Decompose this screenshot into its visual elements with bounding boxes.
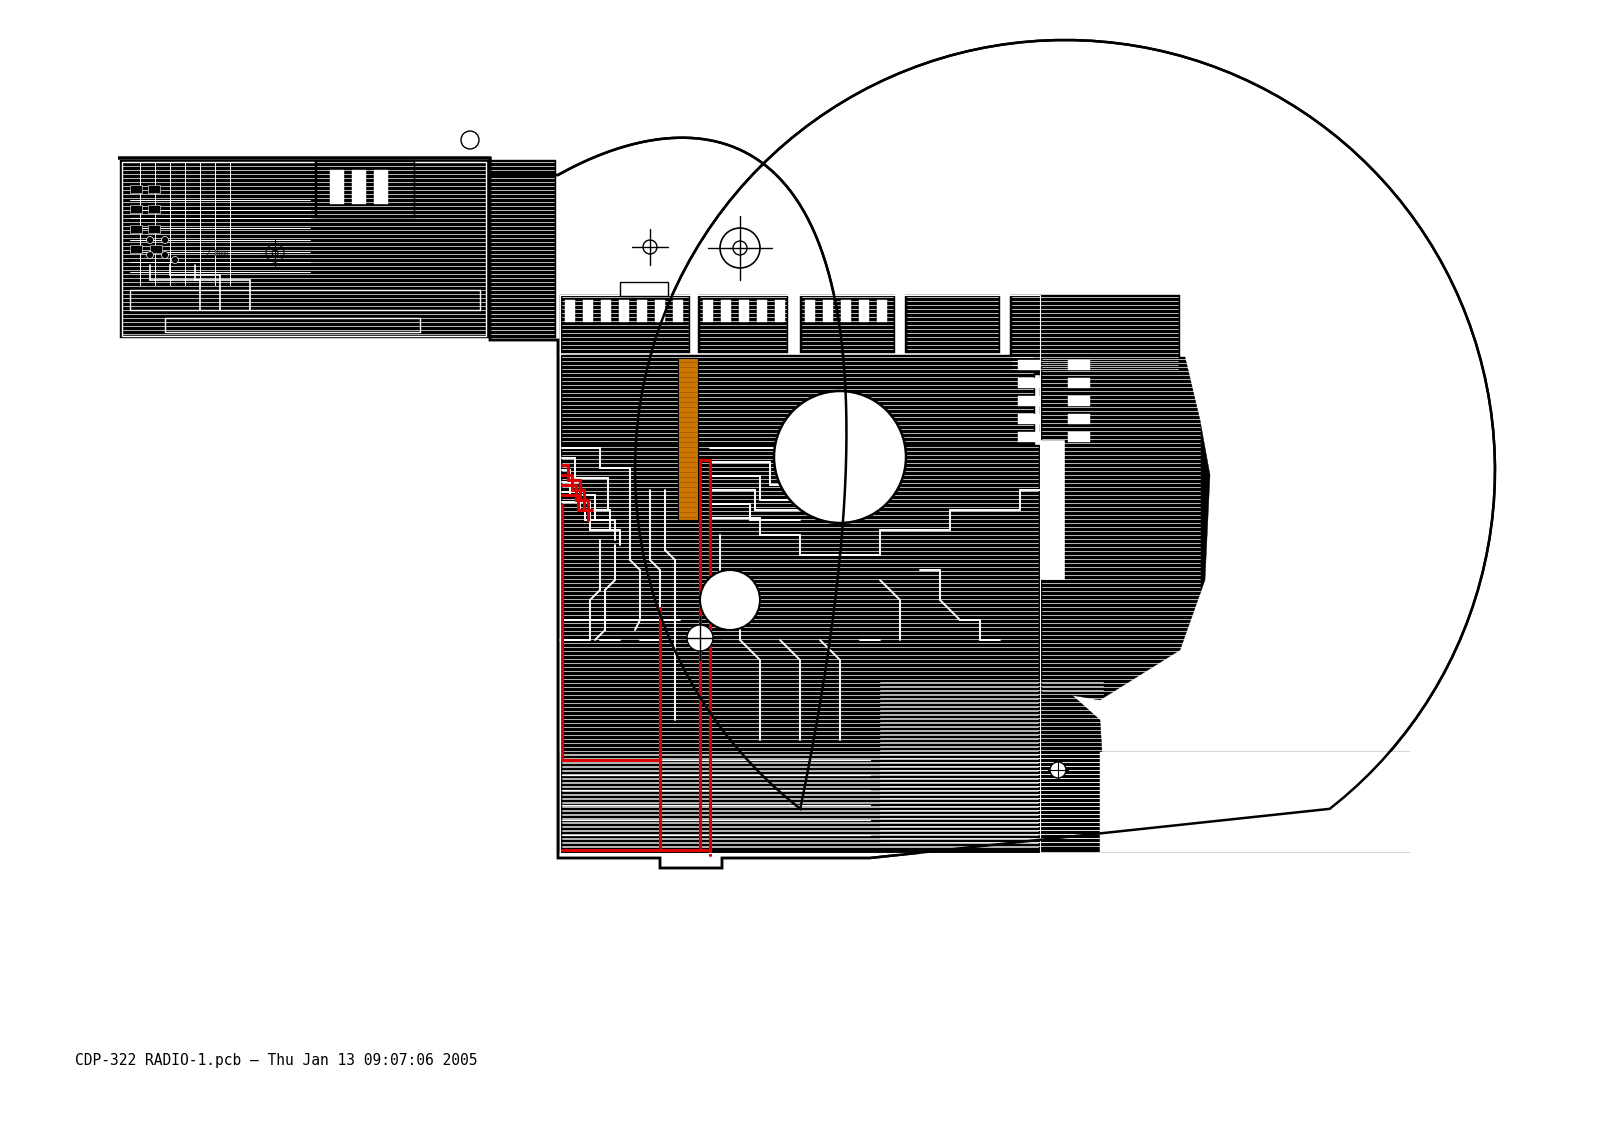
Bar: [1018, 378, 1040, 388]
Bar: [1018, 396, 1040, 406]
Circle shape: [774, 391, 906, 523]
Bar: [130, 185, 142, 193]
Bar: [374, 170, 387, 204]
Bar: [654, 300, 666, 322]
Circle shape: [147, 236, 154, 243]
Bar: [698, 295, 787, 353]
Bar: [678, 359, 698, 520]
Bar: [1018, 432, 1040, 442]
Bar: [739, 300, 749, 322]
Bar: [774, 300, 786, 322]
Bar: [560, 295, 690, 353]
Bar: [130, 245, 142, 253]
Bar: [621, 282, 669, 296]
Bar: [800, 295, 894, 353]
Polygon shape: [878, 680, 1106, 845]
Bar: [1010, 295, 1181, 375]
Bar: [582, 300, 594, 322]
Bar: [147, 185, 160, 193]
Circle shape: [720, 228, 760, 268]
Bar: [352, 170, 366, 204]
Circle shape: [171, 257, 179, 264]
Polygon shape: [1040, 357, 1210, 700]
Bar: [120, 159, 488, 338]
Text: CDP-322 RADIO-1.pcb – Thu Jan 13 09:07:06 2005: CDP-322 RADIO-1.pcb – Thu Jan 13 09:07:0…: [75, 1053, 477, 1068]
Bar: [822, 300, 834, 322]
Bar: [859, 300, 869, 322]
Bar: [637, 300, 646, 322]
Circle shape: [461, 131, 478, 149]
Bar: [560, 752, 1410, 852]
Bar: [488, 159, 557, 338]
Bar: [560, 355, 1035, 444]
Circle shape: [686, 625, 714, 651]
Bar: [122, 162, 486, 336]
Circle shape: [701, 570, 760, 630]
Circle shape: [1050, 762, 1066, 778]
Circle shape: [162, 236, 168, 243]
Bar: [722, 300, 731, 322]
Bar: [330, 170, 344, 204]
Bar: [560, 295, 1040, 853]
Bar: [565, 300, 574, 322]
Bar: [147, 225, 160, 233]
Text: 2.0mm: 2.0mm: [205, 249, 229, 258]
Bar: [1018, 360, 1040, 370]
Bar: [1069, 432, 1090, 442]
Bar: [130, 225, 142, 233]
Bar: [602, 300, 611, 322]
Bar: [130, 205, 142, 213]
Bar: [702, 300, 714, 322]
Bar: [1069, 396, 1090, 406]
Bar: [805, 300, 814, 322]
Bar: [842, 300, 851, 322]
Bar: [1018, 414, 1040, 424]
Bar: [315, 159, 414, 218]
Bar: [619, 300, 629, 322]
Bar: [560, 444, 1040, 853]
Bar: [757, 300, 766, 322]
Bar: [1101, 752, 1501, 852]
Bar: [906, 295, 1000, 353]
Circle shape: [162, 251, 168, 259]
Circle shape: [147, 251, 154, 259]
Bar: [1069, 378, 1090, 388]
Bar: [1069, 414, 1090, 424]
Bar: [150, 245, 162, 253]
Bar: [147, 205, 160, 213]
Bar: [1069, 360, 1090, 370]
Bar: [877, 300, 886, 322]
Polygon shape: [118, 40, 1494, 867]
Bar: [674, 300, 683, 322]
